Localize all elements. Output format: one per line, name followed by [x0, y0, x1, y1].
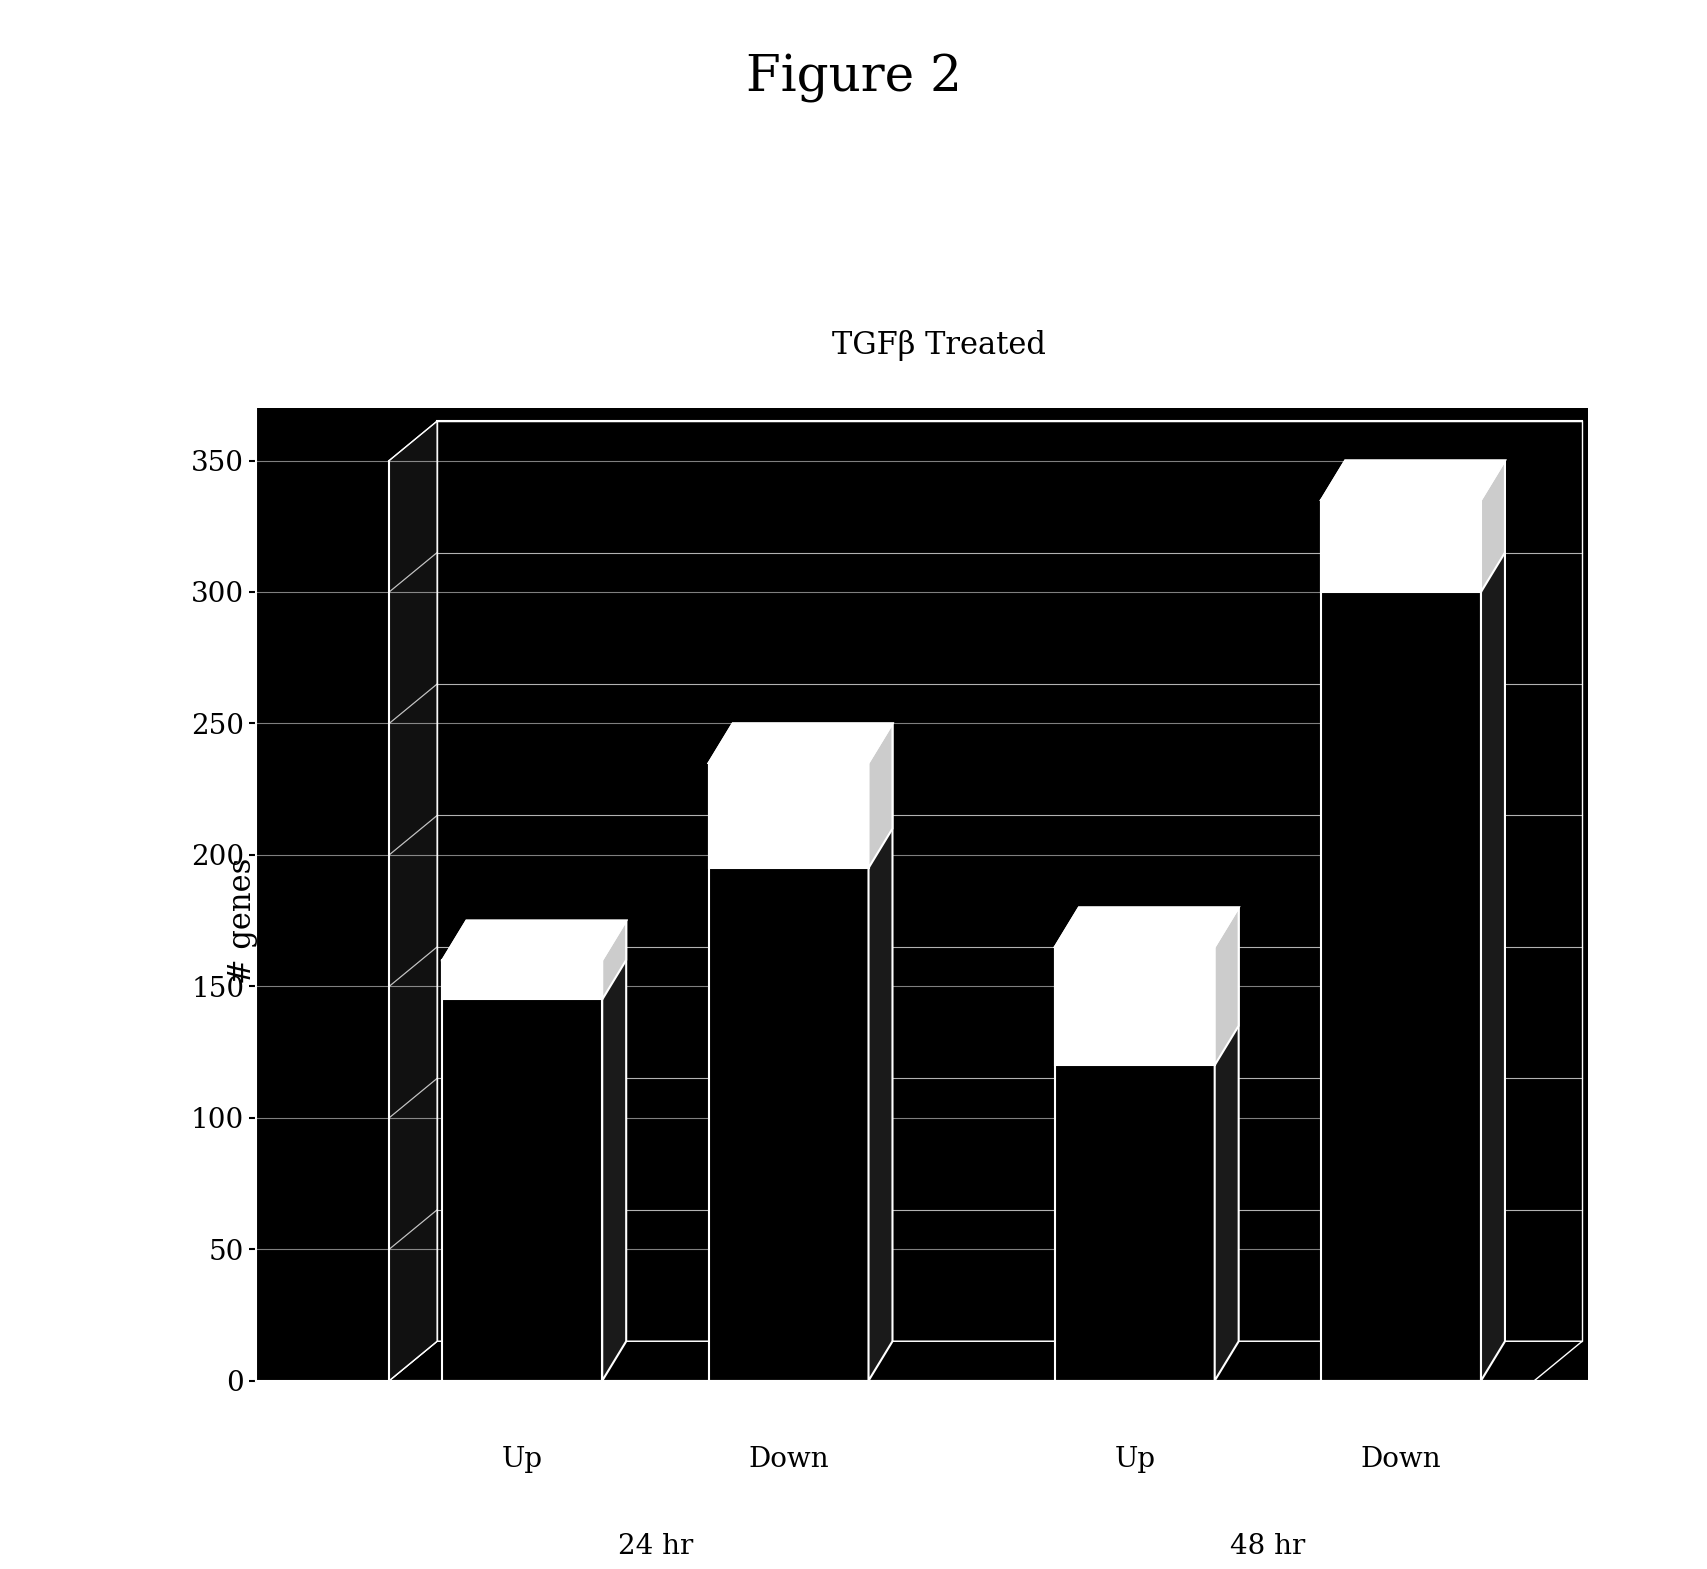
Text: 48 hr: 48 hr — [1231, 1533, 1306, 1560]
Polygon shape — [437, 420, 1582, 1341]
Text: Up: Up — [502, 1447, 543, 1473]
Polygon shape — [1215, 907, 1239, 1065]
Polygon shape — [1055, 907, 1239, 948]
Polygon shape — [708, 763, 869, 1381]
Polygon shape — [603, 921, 626, 1381]
Polygon shape — [1321, 501, 1482, 592]
Text: 24 hr: 24 hr — [618, 1533, 693, 1560]
Text: Down: Down — [748, 1447, 830, 1473]
Polygon shape — [869, 723, 893, 868]
Polygon shape — [1055, 948, 1215, 1065]
Polygon shape — [1321, 461, 1506, 501]
Text: Up: Up — [1115, 1447, 1156, 1473]
Polygon shape — [869, 723, 893, 1381]
Polygon shape — [1321, 461, 1506, 501]
Polygon shape — [708, 763, 869, 868]
Polygon shape — [1055, 948, 1215, 1381]
Text: Figure 2: Figure 2 — [746, 53, 961, 104]
Polygon shape — [603, 921, 626, 999]
Polygon shape — [1482, 461, 1506, 1381]
Text: # genes: # genes — [227, 857, 258, 984]
Polygon shape — [708, 723, 893, 763]
Polygon shape — [1215, 907, 1239, 1381]
Polygon shape — [442, 921, 626, 960]
Text: TGFβ Treated: TGFβ Treated — [831, 329, 1046, 361]
Polygon shape — [442, 960, 603, 1381]
Polygon shape — [708, 723, 893, 763]
Polygon shape — [389, 1341, 1582, 1381]
Polygon shape — [1482, 461, 1506, 592]
Text: Down: Down — [1360, 1447, 1441, 1473]
Polygon shape — [442, 960, 603, 999]
Polygon shape — [1055, 907, 1239, 948]
Polygon shape — [389, 420, 437, 1381]
Polygon shape — [1321, 501, 1482, 1381]
Polygon shape — [442, 921, 626, 960]
